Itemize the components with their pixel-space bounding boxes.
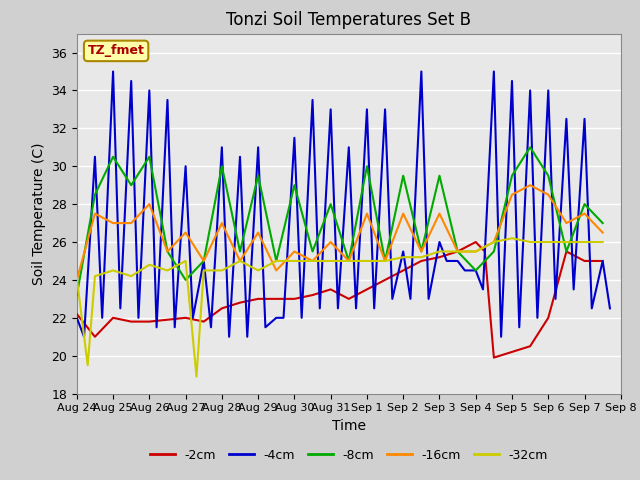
Y-axis label: Soil Temperature (C): Soil Temperature (C)	[31, 143, 45, 285]
X-axis label: Time: Time	[332, 419, 366, 433]
Text: TZ_fmet: TZ_fmet	[88, 44, 145, 58]
Title: Tonzi Soil Temperatures Set B: Tonzi Soil Temperatures Set B	[227, 11, 471, 29]
Legend: -2cm, -4cm, -8cm, -16cm, -32cm: -2cm, -4cm, -8cm, -16cm, -32cm	[145, 444, 553, 467]
